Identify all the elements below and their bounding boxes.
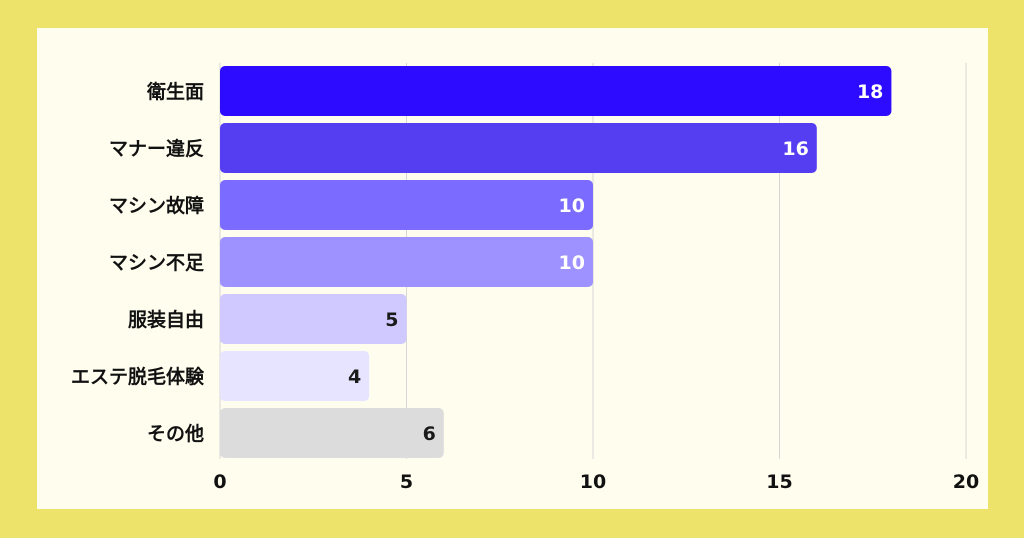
x-tick-label-3: 15 [766, 471, 792, 493]
category-label-2: マシン故障 [109, 194, 204, 217]
bar-4 [220, 294, 407, 344]
x-tick-label-4: 20 [953, 471, 979, 493]
value-label-4: 5 [385, 309, 398, 331]
bar-3 [220, 237, 593, 287]
x-tick-label-2: 10 [580, 471, 606, 493]
value-label-2: 10 [559, 195, 585, 217]
bar-0 [220, 66, 892, 116]
category-label-4: 服装自由 [128, 308, 204, 331]
bar-1 [220, 123, 817, 173]
value-label-1: 16 [782, 138, 808, 160]
bar-6 [220, 408, 444, 458]
bar-5 [220, 351, 370, 401]
category-label-1: マナー違反 [109, 137, 204, 160]
value-label-6: 6 [423, 423, 436, 445]
category-label-6: その他 [147, 422, 204, 445]
x-tick-label-1: 5 [400, 471, 413, 493]
x-tick-label-0: 0 [213, 471, 226, 493]
value-label-5: 4 [348, 366, 361, 388]
category-label-5: エステ脱毛体験 [71, 365, 205, 388]
category-label-0: 衛生面 [146, 80, 204, 103]
value-label-3: 10 [559, 252, 585, 274]
bar-2 [220, 180, 593, 230]
value-label-0: 18 [857, 81, 883, 103]
category-label-3: マシン不足 [109, 252, 205, 274]
